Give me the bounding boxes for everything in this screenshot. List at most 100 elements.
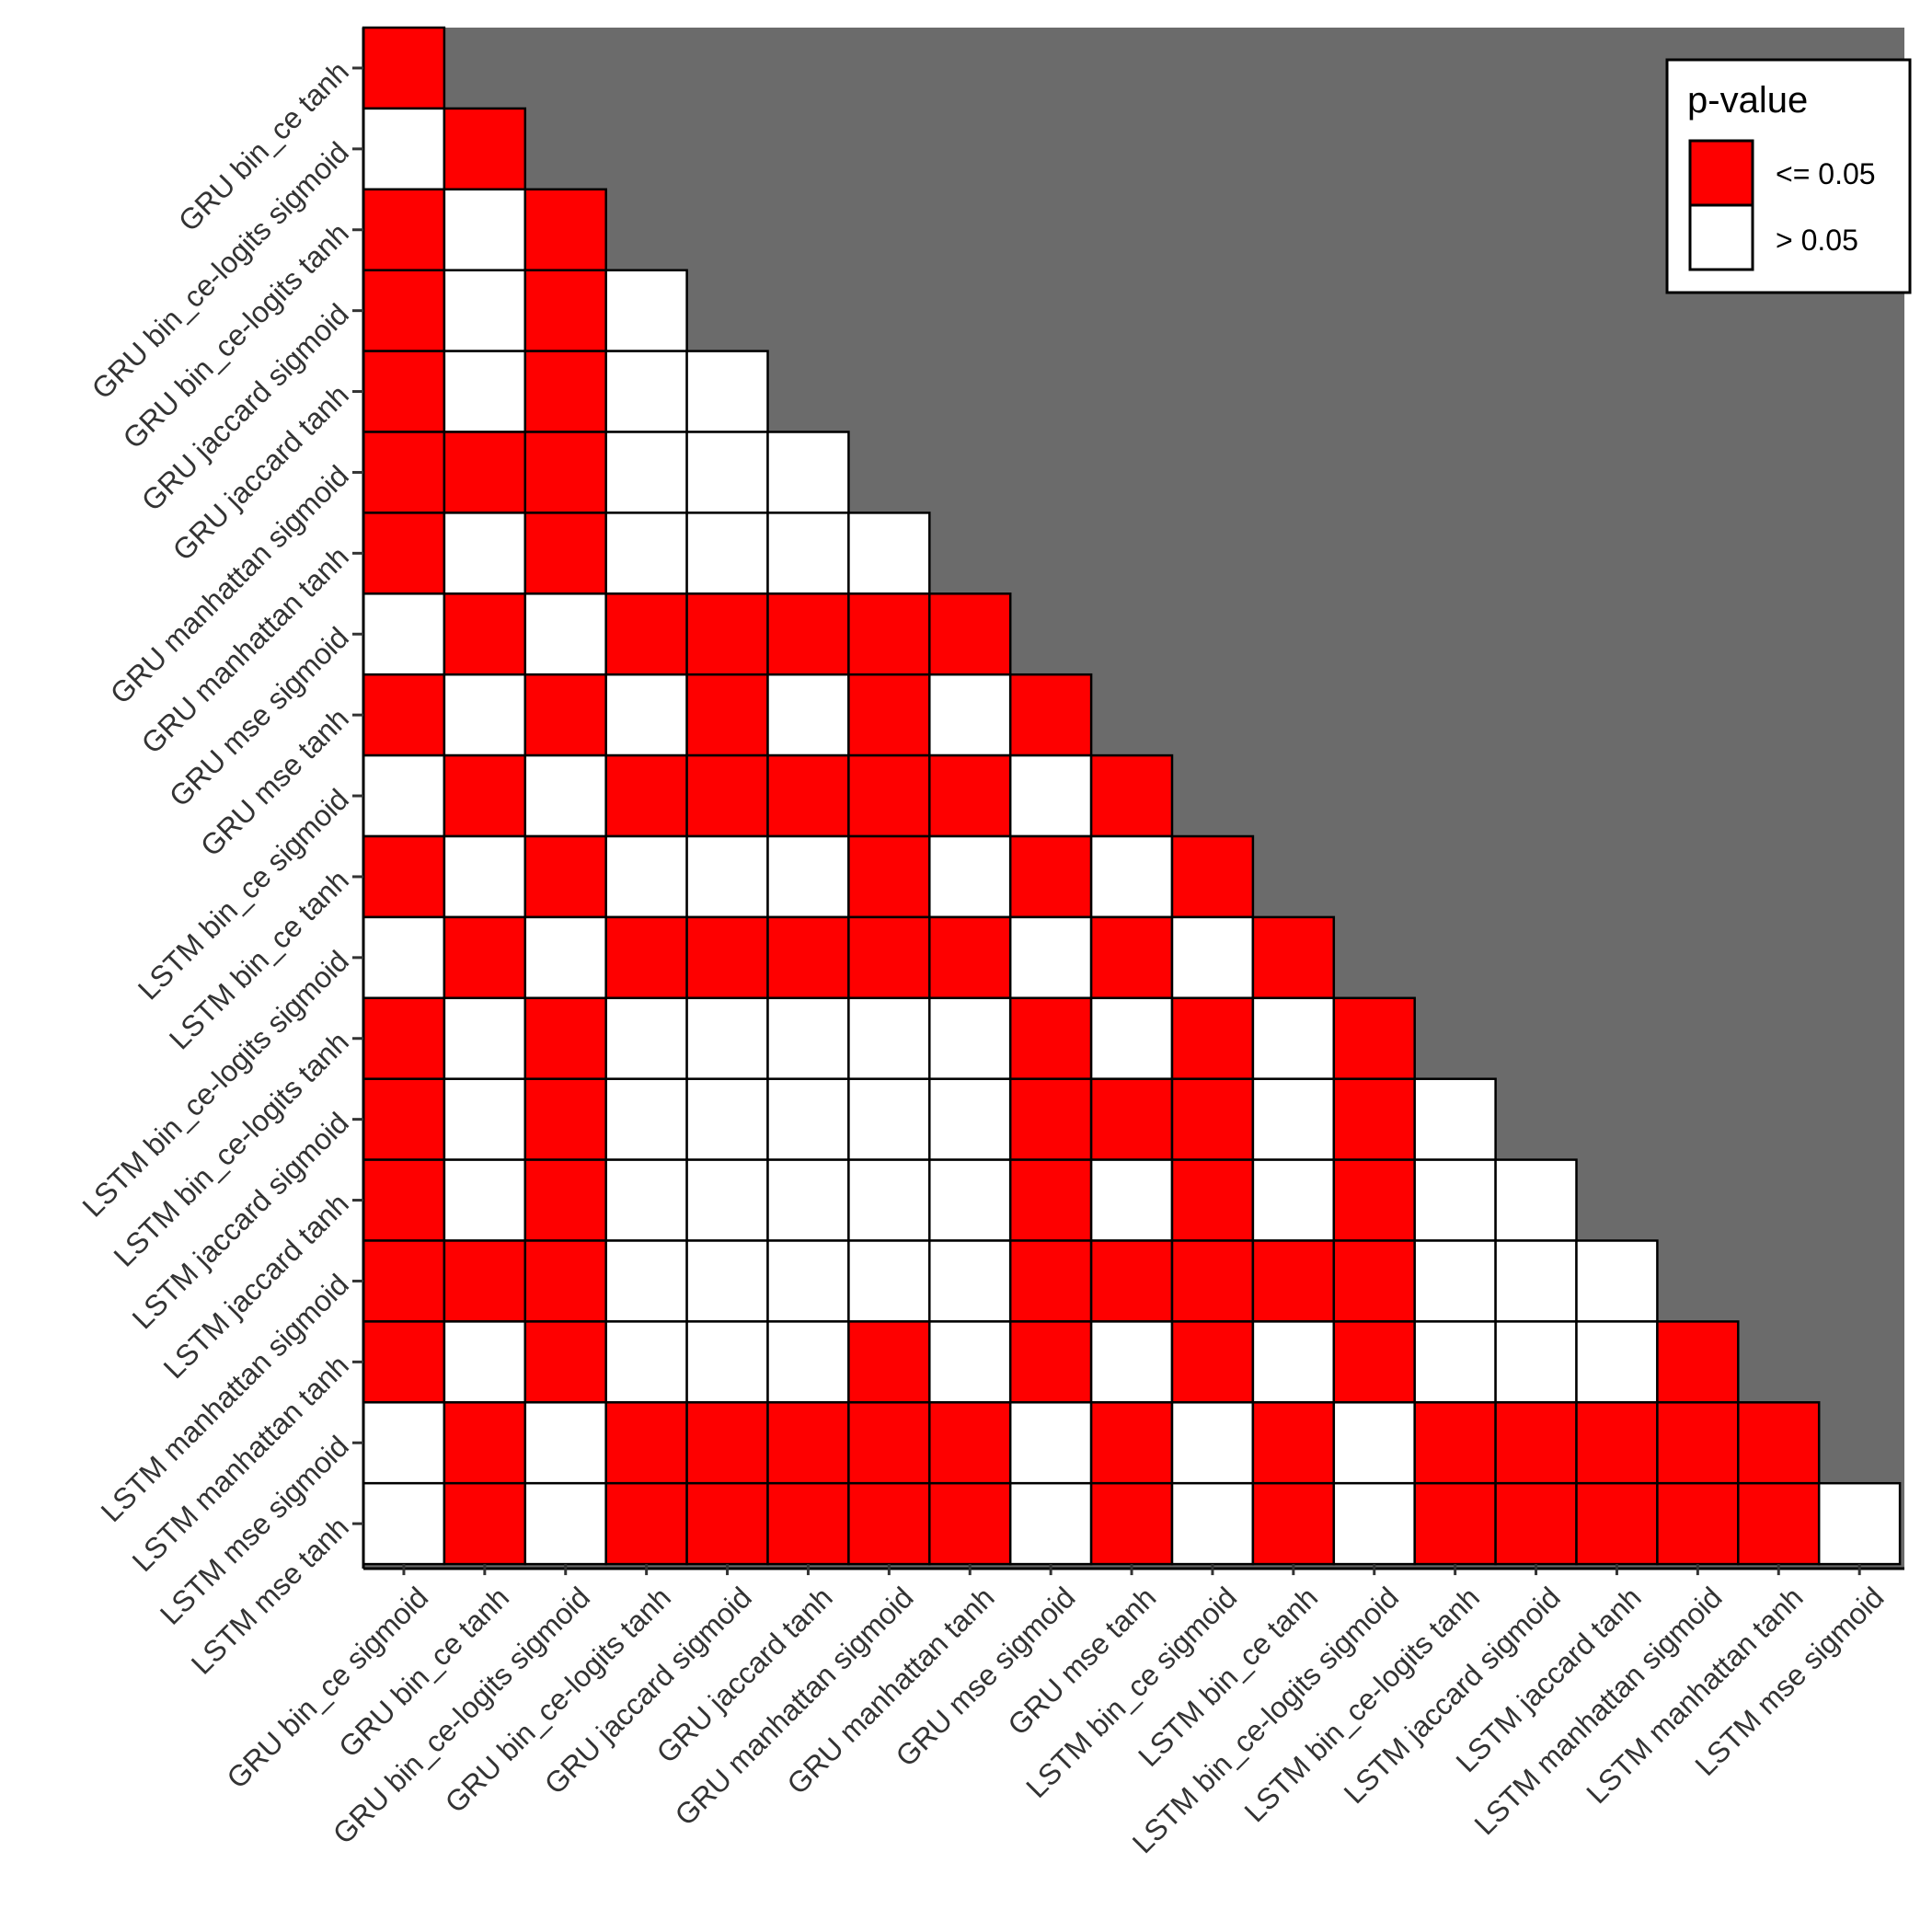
heatmap-cell: [1089, 1239, 1174, 1323]
heatmap-cell: [766, 996, 850, 1080]
heatmap-cell: [1170, 1401, 1255, 1485]
heatmap-cell: [766, 512, 850, 595]
heatmap-cell: [362, 915, 446, 1000]
heatmap-cell: [847, 1320, 931, 1404]
heatmap-cell: [1008, 915, 1093, 1000]
heatmap-cell: [443, 431, 527, 514]
heatmap-cell: [1008, 1158, 1093, 1242]
heatmap-cell: [1413, 1481, 1497, 1566]
heatmap-cell: [685, 673, 769, 757]
heatmap-cell: [362, 1401, 446, 1485]
heatmap-cell: [604, 673, 688, 757]
heatmap-cell: [523, 996, 607, 1080]
heatmap-cell: [1413, 1401, 1497, 1485]
heatmap-cell: [685, 834, 769, 919]
heatmap-cell: [1251, 1158, 1336, 1242]
heatmap-cell: [928, 1158, 1012, 1242]
heatmap-cell: [1332, 1401, 1416, 1485]
heatmap-cell: [1251, 1401, 1336, 1485]
heatmap-cell: [847, 834, 931, 919]
heatmap-cell: [1089, 1401, 1174, 1485]
heatmap-cell: [685, 1077, 769, 1161]
heatmap-cell: [1008, 1077, 1093, 1161]
heatmap-cell: [1170, 1481, 1255, 1566]
heatmap-cell: [847, 1401, 931, 1485]
heatmap-cell: [443, 1320, 527, 1404]
heatmap-cell: [523, 1158, 607, 1242]
heatmap-cell: [1332, 996, 1416, 1080]
heatmap-cell: [362, 1077, 446, 1161]
heatmap-cell: [1251, 1320, 1336, 1404]
heatmap-cell: [766, 1077, 850, 1161]
heatmap-cell: [1656, 1320, 1740, 1404]
heatmap-cell: [604, 753, 688, 838]
heatmap-cell: [766, 1481, 850, 1566]
heatmap-cell: [685, 592, 769, 676]
heatmap-cell: [1008, 1320, 1093, 1404]
heatmap-cell: [523, 1239, 607, 1323]
heatmap-cell: [1089, 996, 1174, 1080]
heatmap-cell: [443, 188, 527, 271]
heatmap-cell: [362, 269, 446, 352]
heatmap-cell: [928, 1077, 1012, 1161]
heatmap-cell: [523, 431, 607, 514]
heatmap-cell: [443, 350, 527, 433]
heatmap-cell: [1332, 1481, 1416, 1566]
heatmap-cell: [523, 834, 607, 919]
heatmap-cell: [604, 431, 688, 514]
heatmap-cell: [604, 1481, 688, 1566]
legend-label-significant: <= 0.05: [1776, 157, 1876, 190]
heatmap-cell: [1494, 1481, 1578, 1566]
heatmap-cell: [1008, 1401, 1093, 1485]
heatmap-cell: [1170, 1239, 1255, 1323]
heatmap-cell: [1575, 1239, 1659, 1323]
heatmap-cell: [523, 592, 607, 676]
heatmap-cell: [1170, 1320, 1255, 1404]
heatmap-cell: [604, 512, 688, 595]
heatmap-cell: [1008, 753, 1093, 838]
heatmap-cell: [1008, 1481, 1093, 1566]
heatmap-cell: [1008, 834, 1093, 919]
legend-key-not-significant: [1688, 203, 1754, 271]
heatmap-cell: [685, 1239, 769, 1323]
heatmap-cell: [1170, 1158, 1255, 1242]
heatmap-cell: [362, 350, 446, 433]
heatmap-cell: [443, 1077, 527, 1161]
heatmap-cell: [766, 673, 850, 757]
heatmap-cell: [1575, 1401, 1659, 1485]
heatmap-cell: [362, 996, 446, 1080]
heatmap-cell: [847, 1239, 931, 1323]
heatmap-cell: [1494, 1239, 1578, 1323]
heatmap-cell: [523, 915, 607, 1000]
heatmap-cell: [1413, 1077, 1497, 1161]
heatmap-cell: [443, 1239, 527, 1323]
heatmap-cell: [604, 1320, 688, 1404]
heatmap-cell: [928, 673, 1012, 757]
heatmap-cell: [847, 753, 931, 838]
heatmap-cell: [443, 107, 527, 191]
heatmap-cell: [766, 1158, 850, 1242]
heatmap-cell: [523, 1077, 607, 1161]
legend-label-not-significant: > 0.05: [1776, 224, 1858, 257]
heatmap-cell: [443, 1158, 527, 1242]
heatmap-cell: [1575, 1320, 1659, 1404]
heatmap-cell: [604, 834, 688, 919]
heatmap-cell: [362, 592, 446, 676]
heatmap-cell: [766, 1401, 850, 1485]
legend: p-value <= 0.05 > 0.05: [1665, 58, 1912, 294]
heatmap-cell: [1089, 915, 1174, 1000]
axes: [362, 28, 1904, 1570]
heatmap-cell: [1089, 753, 1174, 838]
heatmap-cell: [1251, 1239, 1336, 1323]
heatmap-cell: [362, 512, 446, 595]
heatmap-cell: [685, 753, 769, 838]
heatmap-cell: [1494, 1320, 1578, 1404]
heatmap-cell: [928, 1481, 1012, 1566]
heatmap-cell: [766, 915, 850, 1000]
heatmap-cell: [685, 1158, 769, 1242]
heatmap-cell: [1008, 996, 1093, 1080]
heatmap-cell: [847, 1077, 931, 1161]
heatmap-cell: [523, 188, 607, 271]
heatmap-cell: [1251, 915, 1336, 1000]
